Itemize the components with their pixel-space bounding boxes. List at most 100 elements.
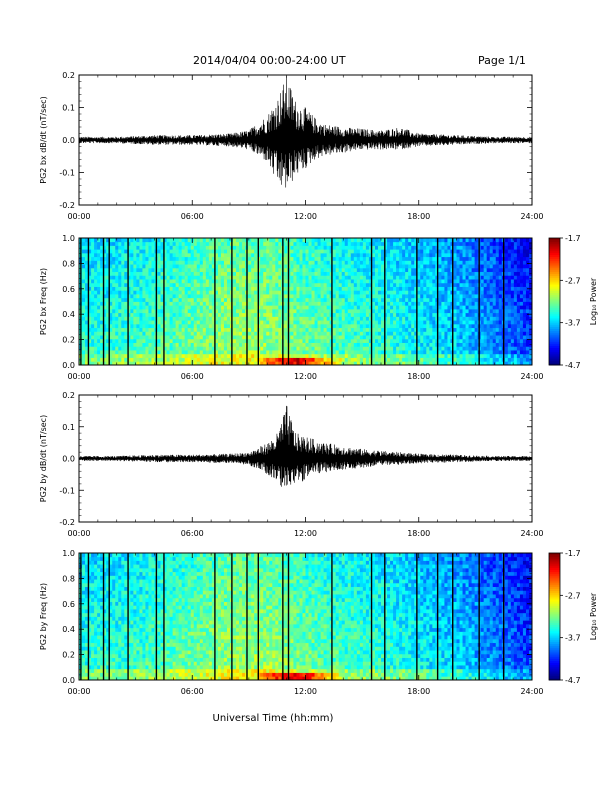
spectrogram-cell	[414, 271, 418, 276]
spectrogram-cell	[142, 353, 146, 358]
spectrogram-cell	[393, 260, 397, 265]
spectrogram-cell	[205, 301, 210, 306]
spectrogram-cell	[275, 238, 279, 243]
spectrogram-cell	[402, 275, 406, 280]
spectrogram-cell	[163, 353, 167, 358]
spectrogram-cell	[299, 320, 303, 325]
spectrogram-cell	[103, 271, 107, 276]
spectrogram-cell	[350, 316, 355, 321]
spectrogram-cell	[82, 290, 86, 295]
spectrogram-cell	[393, 267, 397, 273]
spectrogram-cell	[124, 260, 128, 265]
spectrogram-cell	[353, 308, 358, 314]
spectrogram-cell	[196, 279, 201, 284]
spectrogram-cell	[377, 271, 382, 276]
spectrogram-cell	[471, 264, 476, 269]
spectrogram-cell	[423, 290, 427, 295]
spectrogram-cell	[414, 327, 418, 332]
spectrogram-cell	[365, 294, 370, 299]
spectrogram-cell	[408, 264, 412, 269]
spectrogram-cell	[495, 312, 500, 317]
spectrogram-cell	[359, 305, 364, 310]
spectrogram-cell	[151, 338, 155, 343]
spectrogram-cell	[459, 308, 463, 314]
spectrogram-cell	[299, 260, 303, 265]
spectrogram-cell	[214, 338, 219, 343]
spectrogram-cell	[85, 294, 89, 299]
spectrogram-cell	[495, 241, 500, 246]
spectrogram-cell	[181, 338, 186, 343]
spectrogram-cell	[305, 271, 309, 276]
spectrogram-cell	[296, 320, 300, 325]
spectrogram-cell	[148, 361, 152, 366]
spectrogram-cell	[317, 294, 321, 299]
spectrogram-cell	[384, 346, 388, 351]
spectrogram-cell	[199, 361, 204, 366]
spectrogram-cell	[193, 260, 198, 265]
spectrogram-cell	[302, 249, 306, 254]
spectrogram-cell	[408, 308, 412, 314]
spectrogram-cell	[489, 353, 494, 358]
spectrogram-cell	[184, 238, 189, 243]
spectrogram-cell	[429, 249, 433, 254]
spectrogram-cell	[411, 327, 415, 332]
spectrogram-cell	[384, 294, 388, 299]
spectrogram-cell	[408, 305, 412, 310]
spectrogram-cell	[263, 290, 267, 295]
spectrogram-cell	[483, 327, 488, 332]
spectrogram-cell	[239, 241, 243, 246]
spectrogram-cell	[471, 335, 476, 340]
spectrogram-cell	[483, 335, 488, 340]
spectrogram-cell	[486, 297, 491, 302]
spectrogram-cell	[423, 316, 427, 321]
spectrogram-cell	[323, 323, 328, 329]
spectrogram-cell	[145, 297, 149, 302]
spectrogram-cell	[492, 346, 497, 351]
spectrogram-cell	[148, 346, 152, 351]
spectrogram-cell	[480, 260, 485, 265]
spectrogram-cell	[211, 301, 216, 306]
spectrogram-cell	[510, 350, 515, 355]
spectrogram-cell	[145, 294, 149, 299]
spectrogram-cell	[181, 312, 186, 317]
spectrogram-cell	[362, 241, 367, 246]
spectrogram-cell	[471, 286, 476, 291]
spectrogram-cell	[368, 264, 373, 269]
spectrogram-cell	[263, 267, 267, 273]
spectrogram-cell	[190, 338, 195, 343]
spectrogram-cell	[217, 335, 222, 340]
spectrogram-cell	[471, 346, 476, 351]
spectrogram-cell	[112, 338, 116, 343]
spectrogram-cell	[495, 252, 500, 258]
spectrogram-cell	[393, 320, 397, 325]
spectrogram-cell	[384, 323, 388, 329]
spectrogram-cell	[103, 335, 107, 340]
spectrogram-cell	[480, 312, 485, 317]
spectrogram-cell	[347, 301, 352, 306]
spectrogram-cell	[453, 238, 457, 243]
spectrogram-cell	[236, 327, 240, 332]
spectrogram-cell	[471, 308, 476, 314]
spectrogram-cell	[139, 275, 143, 280]
spectrogram-cell	[305, 316, 309, 321]
spectrogram-cell	[471, 282, 476, 287]
spectrogram-cell	[296, 245, 300, 250]
spectrogram-cell	[423, 279, 427, 284]
spectrogram-cell	[233, 320, 237, 325]
spectrogram-cell	[169, 275, 174, 280]
spectrogram-cell	[326, 282, 331, 287]
spectrogram-cell	[145, 308, 149, 314]
spectrogram-cell	[377, 252, 382, 258]
spectrogram-cell	[498, 256, 503, 261]
spectrogram-cell	[214, 271, 219, 276]
spectrogram-cell	[290, 260, 294, 265]
spectrogram-cell	[130, 323, 134, 329]
spectrogram-cell	[305, 335, 309, 340]
spectrogram-cell	[121, 305, 125, 310]
spectrogram-cell	[317, 312, 321, 317]
spectrogram-cell	[275, 245, 279, 250]
spectrogram-cell	[468, 327, 472, 332]
spectrogram-cell	[347, 353, 352, 358]
spectrogram-cell	[124, 282, 128, 287]
spectrogram-cell	[193, 338, 198, 343]
